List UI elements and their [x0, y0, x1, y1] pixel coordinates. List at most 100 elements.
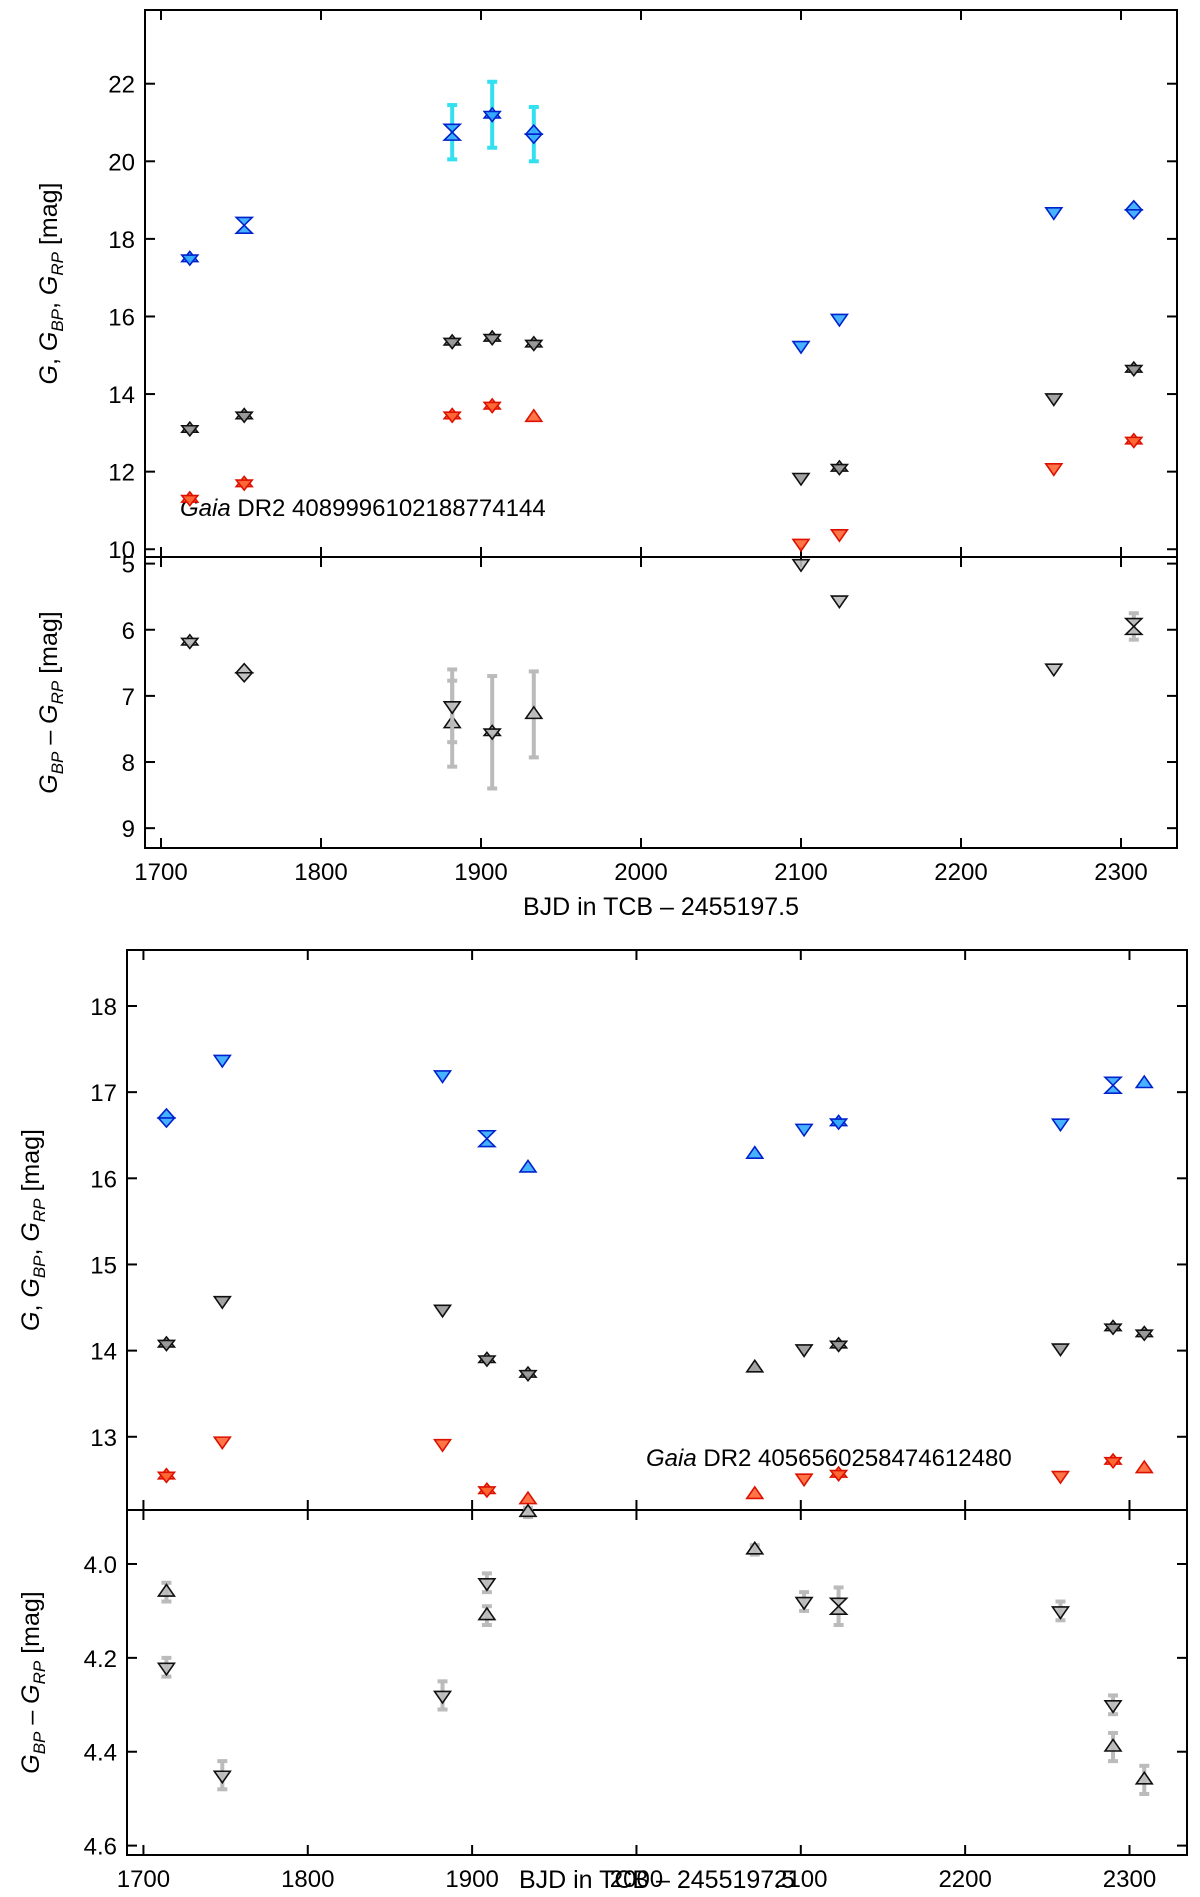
panel-top-magnitudes: 10 12 14 16 18 20 22 G, GBP, GRP [mag] Gaia DR2 … [35, 9, 1178, 564]
marker-diamond [524, 123, 544, 135]
data-point [1044, 463, 1064, 477]
data-point [477, 1482, 497, 1499]
series-g [180, 329, 1144, 487]
data-point [156, 1335, 177, 1352]
x-tick-label: 2200 [938, 1866, 991, 1893]
marker-down [829, 595, 849, 609]
data-point [1103, 1452, 1123, 1470]
data-point [791, 472, 811, 487]
y-tick-label: 14 [90, 1339, 117, 1366]
marker-down [791, 558, 811, 573]
marker-down [1103, 1700, 1123, 1714]
data-point [477, 1577, 497, 1592]
marker-down [1044, 393, 1064, 407]
marker-down [156, 1662, 176, 1677]
marker-down [1044, 463, 1064, 477]
x-axis-label: BJD in TCB – 2455197.5 [519, 1866, 795, 1894]
data-point [828, 1465, 849, 1482]
data-point [433, 1438, 453, 1453]
y-tick-label: 10 [108, 537, 135, 564]
marker-diamond [524, 133, 544, 145]
marker-down [1044, 206, 1064, 221]
marker-down [1050, 1118, 1070, 1133]
data-point [1103, 1076, 1123, 1094]
y-axis-label-mag: G, GBP, GRP [mag] [17, 1129, 49, 1331]
data-point [433, 1304, 453, 1319]
marker-star [482, 333, 502, 346]
data-point [442, 333, 462, 350]
marker-up [1103, 1738, 1123, 1752]
data-point [745, 1145, 765, 1159]
y-axis-label-mag: G, GBP, GRP [mag] [35, 183, 67, 385]
data-point [828, 1114, 849, 1131]
data-point [1103, 1738, 1123, 1752]
data-point [180, 490, 200, 507]
data-point [794, 1344, 814, 1358]
data-point [1103, 1700, 1123, 1714]
data-point [524, 408, 544, 423]
y-axis-label-color: GBP – GRP [mag] [35, 611, 67, 794]
data-point [442, 701, 462, 715]
data-point [829, 528, 849, 543]
data-point [1123, 617, 1144, 636]
series-grp [156, 1436, 1154, 1505]
marker-star [180, 494, 200, 507]
y-tick-label: 8 [122, 750, 135, 777]
marker-up [524, 705, 544, 720]
marker-star [1103, 1323, 1123, 1336]
x-tick-label: 1700 [117, 1866, 170, 1893]
y-tick-label: 17 [90, 1080, 117, 1107]
data-point [212, 1295, 232, 1310]
data-point [518, 1503, 538, 1518]
marker-down [791, 538, 811, 553]
data-point [180, 250, 200, 267]
marker-star [518, 1369, 538, 1383]
y-tick-label: 18 [90, 994, 117, 1021]
marker-down [829, 313, 849, 328]
data-point [477, 1351, 497, 1368]
data-point [745, 1540, 765, 1555]
y-tick-label: 5 [122, 552, 135, 579]
marker-star [156, 1471, 177, 1484]
data-point [1124, 432, 1144, 449]
y-tick-label: 20 [108, 149, 135, 176]
y-tick-label: 16 [90, 1166, 117, 1193]
y-tick-label: 13 [90, 1425, 117, 1452]
marker-up [518, 1490, 538, 1505]
marker-down [794, 1123, 814, 1138]
marker-star [482, 110, 502, 123]
data-point [524, 123, 544, 145]
x-tick-label: 2300 [1103, 1866, 1156, 1893]
y-tick-label: 22 [108, 72, 135, 99]
plot-frame [144, 556, 1178, 849]
marker-down [794, 1473, 814, 1488]
data-point [156, 1662, 176, 1677]
marker-diamond [156, 1107, 177, 1119]
data-point [1124, 199, 1144, 220]
marker-down [1044, 663, 1064, 678]
marker-down [794, 1596, 814, 1611]
data-point [1044, 206, 1064, 221]
marker-diamond [1124, 199, 1144, 211]
marker-hourglass [476, 1137, 497, 1148]
marker-up [1134, 1074, 1154, 1089]
y-tick-label: 4.4 [84, 1740, 117, 1767]
y-tick-label: 12 [108, 460, 135, 487]
marker-star [234, 479, 254, 492]
series-grp [180, 397, 1144, 553]
data-point [1134, 1074, 1154, 1089]
marker-star [828, 1118, 849, 1131]
data-point [442, 407, 462, 424]
y-tick-label: 4.0 [84, 1552, 117, 1579]
data-point [212, 1770, 232, 1785]
data-point [829, 459, 850, 476]
marker-up [745, 1145, 765, 1159]
marker-star [234, 411, 254, 424]
marker-star [482, 728, 502, 741]
data-point [1134, 1770, 1154, 1785]
marker-down [791, 472, 811, 487]
marker-hourglass [1123, 617, 1144, 628]
marker-down [212, 1054, 232, 1069]
marker-down [212, 1770, 232, 1785]
